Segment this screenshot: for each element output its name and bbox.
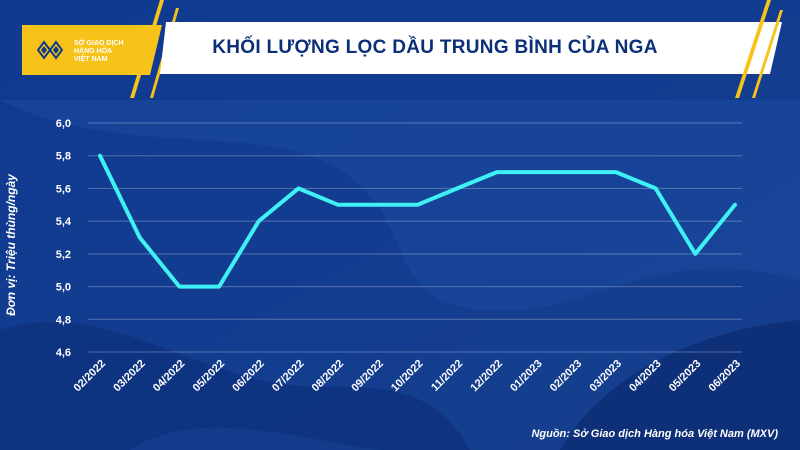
logo-line: SỞ GIAO DỊCH (74, 40, 124, 47)
logo: SỞ GIAO DỊCH HÀNG HÓA VIỆT NAM (22, 25, 152, 75)
x-tick-label: 03/2023 (587, 358, 624, 395)
x-tick-label: 09/2022 (349, 358, 386, 395)
x-tick-label: 03/2022 (111, 358, 148, 395)
y-tick-label: 4,8 (56, 314, 71, 326)
y-tick-label: 5,4 (56, 216, 72, 228)
x-tick-label: 02/2023 (548, 358, 585, 395)
header: SỞ GIAO DỊCH HÀNG HÓA VIỆT NAM KHỐI LƯỢN… (0, 0, 800, 100)
y-tick-label: 5,2 (56, 249, 71, 261)
x-tick-label: 10/2022 (389, 358, 426, 395)
y-tick-label: 5,8 (56, 151, 71, 163)
y-tick-label: 5,0 (56, 282, 71, 294)
x-tick-label: 05/2022 (191, 358, 228, 395)
x-tick-label: 06/2022 (230, 358, 267, 395)
source-note: Nguồn: Sở Giao dịch Hàng hóa Việt Nam (M… (531, 428, 778, 440)
x-tick-label: 11/2022 (429, 358, 465, 394)
y-tick-label: 6,0 (56, 118, 71, 130)
x-tick-label: 05/2023 (667, 358, 704, 395)
x-tick-label: 04/2023 (627, 358, 664, 395)
gridlines (88, 122, 742, 353)
series-line (98, 153, 737, 289)
y-tick-label: 5,6 (56, 183, 71, 195)
title-box: KHỐI LƯỢNG LỌC DẦU TRUNG BÌNH CỦA NGA (165, 23, 765, 73)
header-shapes (22, 0, 783, 98)
logo-text: SỞ GIAO DỊCH HÀNG HÓA VIỆT NAM (74, 40, 144, 64)
y-axis-ticks: 4,6 4,8 5,0 5,2 5,4 5,6 5,8 6,0 (56, 118, 72, 359)
x-tick-label: 12/2022 (468, 358, 505, 395)
x-tick-label: 06/2023 (707, 358, 744, 395)
logo-line: VIỆT NAM (74, 56, 108, 63)
logo-icon (36, 40, 64, 60)
x-tick-label: 07/2022 (270, 358, 307, 395)
x-axis-ticks: 02/2022 03/2022 04/2022 05/2022 06/2022 07/20… (72, 358, 744, 395)
x-tick-label: 01/2023 (508, 358, 545, 395)
y-tick-label: 4,6 (56, 347, 71, 359)
x-tick-label: 04/2022 (151, 358, 188, 395)
x-tick-label: 02/2022 (72, 358, 109, 395)
logo-line: HÀNG HÓA (74, 48, 113, 55)
x-tick-label: 08/2022 (310, 358, 347, 395)
chart-title: KHỐI LƯỢNG LỌC DẦU TRUNG BÌNH CỦA NGA (212, 37, 658, 58)
y-axis-label: Đơn vị: Triệu thùng/ngày (4, 174, 18, 316)
